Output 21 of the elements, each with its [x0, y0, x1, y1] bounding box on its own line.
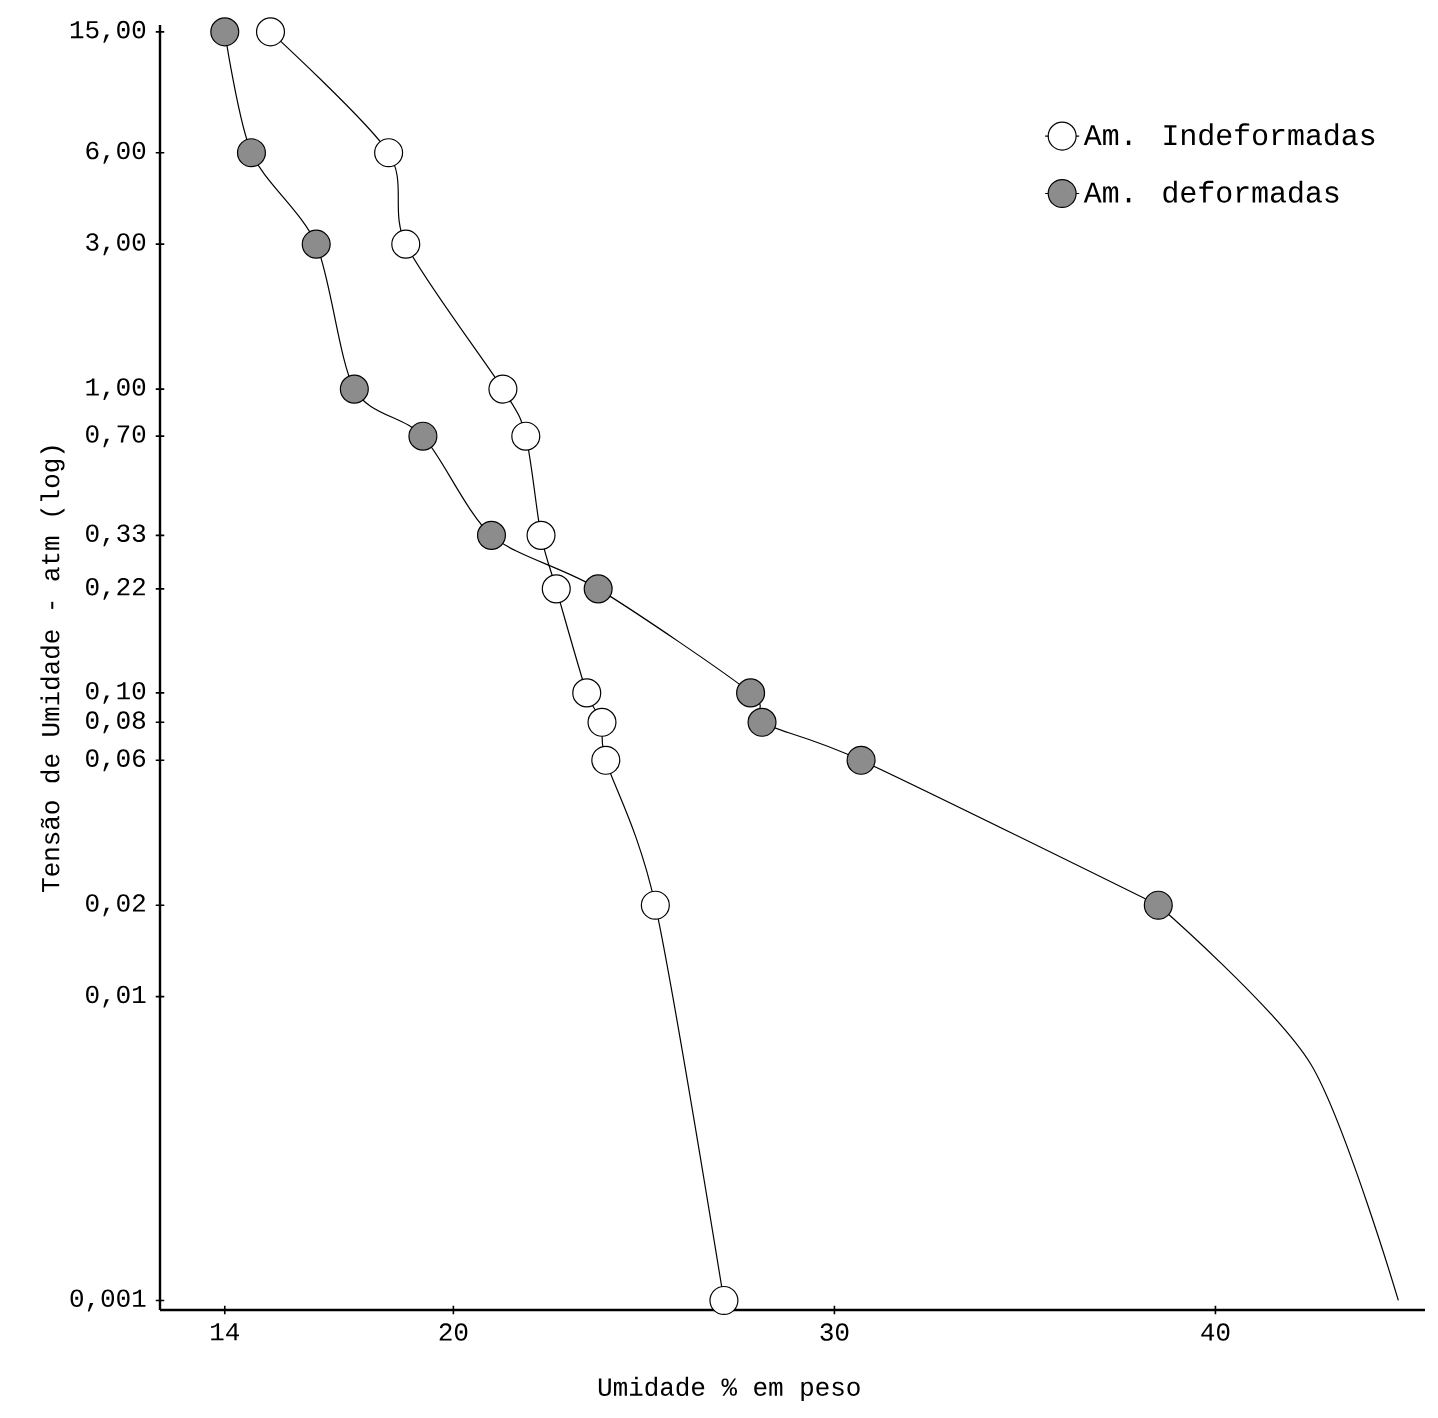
y-tick-label: 6,00 — [86, 141, 146, 164]
y-tick-label: 0,06 — [86, 749, 146, 772]
y-tick-label: 0,70 — [86, 425, 146, 448]
y-tick-label: 0,33 — [86, 524, 146, 547]
y-tick-label: 15,00 — [70, 20, 146, 43]
y-tick-label: 1,00 — [86, 378, 146, 401]
x-tick-label: 30 — [820, 1323, 849, 1341]
y-tick-label: 0,001 — [70, 1289, 146, 1312]
y-axis-title: Tensão de Umidade - atm (log) — [40, 446, 65, 892]
x-tick-label: 20 — [439, 1323, 468, 1341]
y-tick-label: 3,00 — [86, 233, 146, 256]
y-tick-label: 0,22 — [86, 577, 145, 600]
y-tick-label: 0,10 — [86, 681, 146, 704]
legend-label: Am. Indeformadas — [1083, 123, 1375, 146]
legend-label: Am. deformadas — [1083, 180, 1339, 203]
x-tick-label: 40 — [1201, 1323, 1230, 1341]
y-tick-label: 0,08 — [86, 711, 146, 734]
y-tick-label: 0,02 — [86, 894, 145, 917]
y-tick-label: 0,01 — [86, 985, 146, 1008]
x-tick-label: 14 — [211, 1323, 239, 1341]
x-axis-title: Umidade % em peso — [598, 1376, 860, 1402]
